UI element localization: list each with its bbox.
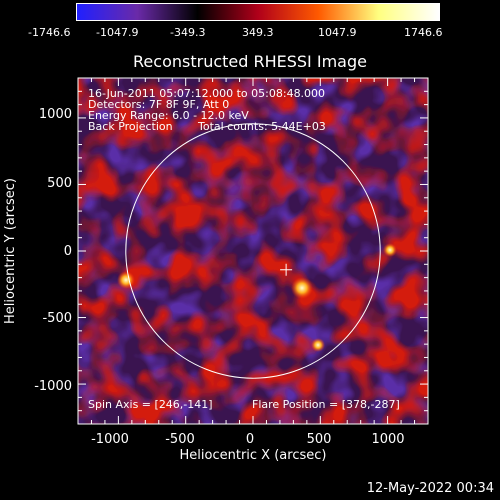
x-tick-label: 1000 [371, 432, 404, 447]
solar-limb [125, 123, 381, 379]
x-tick-label: 500 [307, 432, 332, 447]
bright-source [291, 277, 313, 299]
y-tick-label: 500 [47, 176, 72, 191]
y-tick-label: 0 [64, 244, 72, 259]
axis-ticks [78, 78, 428, 424]
image-texture-red [78, 78, 428, 424]
annotation-time: 16-Jun-2011 05:07:12.000 to 05:08:48.000 [88, 87, 325, 100]
annotation-flare-position: Flare Position = [378,-287] [252, 398, 400, 411]
annotation-energy: Energy Range: 6.0 - 12.0 keV [88, 109, 249, 122]
colorbar-tick: 1047.9 [318, 26, 357, 39]
y-tick-label: 1000 [39, 107, 72, 122]
x-tick-label: -500 [165, 432, 195, 447]
spin-axis-crosshair [280, 263, 293, 276]
x-axis-label: Heliocentric X (arcsec) [180, 448, 327, 463]
annotation-counts: Total counts: 5.44E+03 [197, 120, 326, 133]
colorbar-tick: -349.3 [170, 26, 206, 39]
colorbar-tick: -1047.9 [96, 26, 139, 39]
y-tick-label: -500 [42, 311, 72, 326]
bright-source [117, 271, 135, 289]
footer-timestamp: 12-May-2022 00:34 [366, 481, 494, 496]
x-tick-label: 0 [246, 432, 254, 447]
annotation-spin-axis: Spin Axis = [246,-141] [88, 398, 213, 411]
colorbar [76, 3, 440, 21]
bright-source [311, 338, 325, 352]
colorbar-tick: 349.3 [242, 26, 274, 39]
plot-title: Reconstructed RHESSI Image [133, 52, 367, 71]
colorbar-tick: 1746.6 [404, 26, 443, 39]
annotation-method: Back Projection [88, 120, 173, 133]
y-axis-label: Heliocentric Y (arcsec) [3, 178, 18, 324]
y-tick-label: -1000 [34, 379, 72, 394]
annotation-detectors: Detectors: 7F 8F 9F, Att 0 [88, 98, 229, 111]
colorbar-tick: -1746.6 [28, 26, 71, 39]
x-tick-label: -1000 [91, 432, 129, 447]
bright-source [383, 243, 397, 257]
